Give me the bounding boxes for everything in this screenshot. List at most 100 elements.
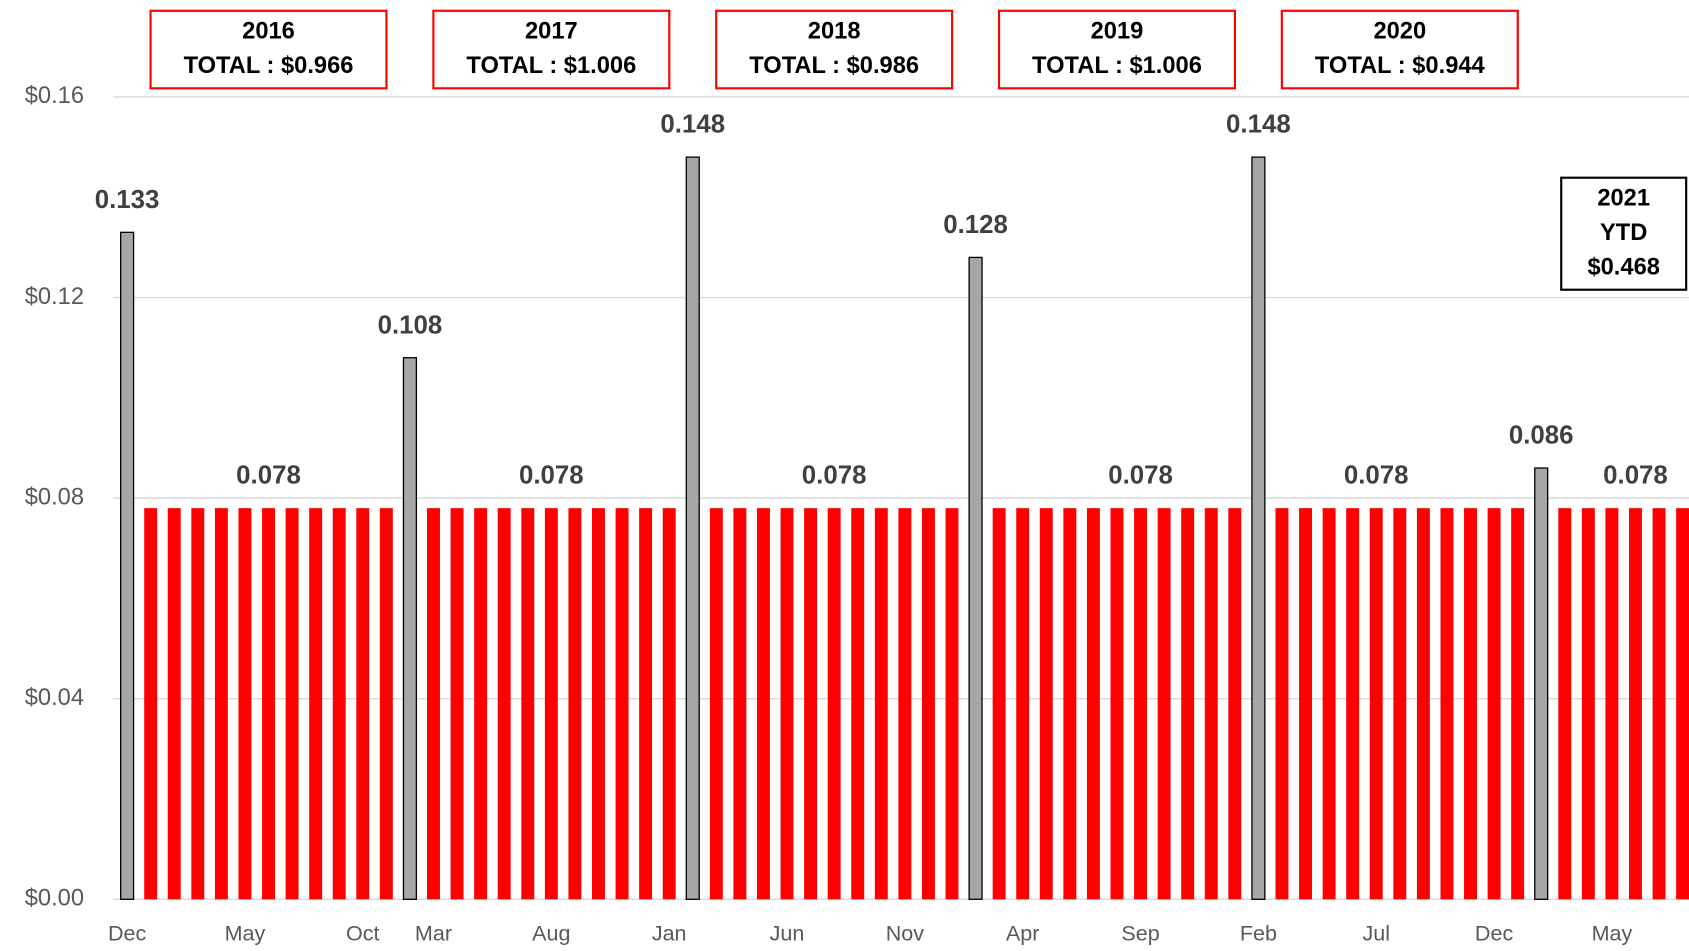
data-label: 0.148 xyxy=(660,111,725,139)
x-tick-label: Nov xyxy=(886,922,925,946)
bar xyxy=(1016,508,1030,900)
bar xyxy=(851,508,865,900)
bar xyxy=(474,508,488,900)
bar xyxy=(898,508,912,900)
bar xyxy=(945,508,959,900)
annotation-text: 2018 xyxy=(808,19,861,45)
annotation-text: $0.468 xyxy=(1587,254,1659,280)
data-label: 0.078 xyxy=(802,462,867,490)
bar xyxy=(1581,508,1595,900)
bar xyxy=(733,508,747,900)
x-tick-label: Sep xyxy=(1121,922,1159,946)
bar xyxy=(309,508,323,900)
bar xyxy=(1534,467,1549,900)
y-tick-label: $0.16 xyxy=(25,83,84,109)
bar xyxy=(804,508,818,900)
bar xyxy=(1063,508,1077,900)
annotation-text: 2021 xyxy=(1597,186,1650,212)
bar xyxy=(521,508,535,900)
bar xyxy=(1204,508,1218,900)
y-tick-label: $0.00 xyxy=(25,886,84,912)
x-tick-label: Jan xyxy=(652,922,687,946)
annotation-box xyxy=(1280,9,1519,90)
bar xyxy=(874,508,888,900)
x-tick-label: Dec xyxy=(108,922,147,946)
bar xyxy=(356,508,370,900)
bar xyxy=(544,508,558,900)
bar xyxy=(568,508,582,900)
annotation-text: 2016 xyxy=(242,19,295,45)
bar xyxy=(1511,508,1525,900)
bar xyxy=(402,357,418,900)
bar xyxy=(968,256,983,900)
annotation-text: TOTAL : $0.966 xyxy=(184,53,354,79)
annotation-text: 2019 xyxy=(1091,19,1144,45)
x-tick-label: Aug xyxy=(532,922,570,946)
bar xyxy=(992,508,1006,900)
bar xyxy=(1086,508,1100,900)
x-tick-label: May xyxy=(1592,922,1633,946)
annotation-box xyxy=(715,9,954,90)
bar xyxy=(262,508,275,900)
bar xyxy=(167,508,181,900)
bar xyxy=(1134,508,1148,900)
bar xyxy=(662,508,676,900)
x-tick-label: Jul xyxy=(1362,922,1390,946)
bar xyxy=(1299,508,1312,900)
bar xyxy=(756,508,770,900)
bar xyxy=(1676,508,1689,900)
data-label: 0.128 xyxy=(943,211,1008,239)
bar xyxy=(709,508,723,900)
bar xyxy=(379,508,393,900)
bar xyxy=(1605,508,1619,900)
bar xyxy=(615,508,629,900)
annotation-text: 2020 xyxy=(1373,19,1426,45)
bar xyxy=(214,508,228,900)
bar xyxy=(191,508,205,900)
y-tick-label: $0.04 xyxy=(25,685,84,711)
annotation-box xyxy=(1560,176,1688,291)
data-label: 0.108 xyxy=(378,311,443,339)
x-tick-label: Apr xyxy=(1006,922,1040,946)
x-tick-label: Jun xyxy=(770,922,805,946)
bar xyxy=(1322,508,1336,900)
bar xyxy=(1629,508,1642,900)
bar xyxy=(921,508,935,900)
annotation-text: TOTAL : $0.986 xyxy=(749,53,919,79)
y-tick-label: $0.08 xyxy=(25,484,84,510)
bar xyxy=(285,508,299,900)
bar xyxy=(1039,508,1053,900)
bar xyxy=(119,231,135,900)
bar xyxy=(1416,508,1430,900)
data-label: 0.133 xyxy=(95,186,160,214)
bar xyxy=(1157,508,1171,900)
data-label: 0.078 xyxy=(1344,462,1409,490)
x-tick-label: Mar xyxy=(415,922,452,946)
data-label: 0.078 xyxy=(236,462,301,490)
annotation-text: TOTAL : $0.944 xyxy=(1315,53,1486,79)
y-tick-label: $0.12 xyxy=(25,284,84,310)
x-tick-label: Feb xyxy=(1240,922,1277,946)
annotation-text: TOTAL : $1.006 xyxy=(1032,53,1202,79)
bar xyxy=(1440,508,1454,900)
bar xyxy=(827,508,841,900)
bar xyxy=(1464,508,1477,900)
bar xyxy=(144,508,158,900)
x-tick-label: May xyxy=(225,922,266,946)
data-label: 0.086 xyxy=(1509,422,1574,450)
data-label: 0.078 xyxy=(1108,462,1173,490)
bar xyxy=(1558,508,1572,900)
annotation-box xyxy=(432,9,671,90)
bar xyxy=(332,508,346,900)
bar xyxy=(1487,508,1501,900)
annotation-box xyxy=(997,9,1237,90)
bar xyxy=(592,508,605,900)
data-label: 0.148 xyxy=(1226,111,1291,139)
bar xyxy=(1346,508,1360,900)
bar xyxy=(1228,508,1242,900)
bar xyxy=(1181,508,1195,900)
bar xyxy=(238,508,252,900)
annotation-text: TOTAL : $1.006 xyxy=(466,53,636,79)
data-label: 0.078 xyxy=(1603,462,1668,490)
